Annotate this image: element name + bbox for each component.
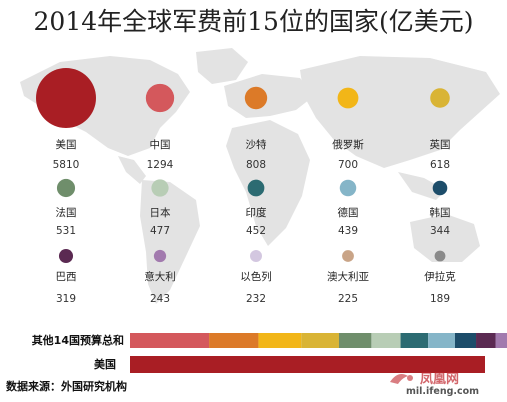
bubble-12 [153, 249, 167, 263]
country-label-14: 澳大利亚 [327, 270, 369, 283]
value-label-7: 477 [150, 225, 170, 237]
comparison-label-us: 美国 [94, 357, 116, 371]
value-label-9: 439 [338, 225, 358, 237]
value-label-1: 5810 [53, 159, 80, 171]
stack-segment-6 [338, 333, 372, 348]
comparison-label-others: 其他14国预算总和 [32, 333, 124, 347]
stack-segment-2 [130, 333, 210, 348]
value-label-12: 243 [150, 293, 170, 305]
bubble-14 [342, 250, 354, 262]
stack-segment-3 [209, 333, 259, 348]
value-label-2: 1294 [147, 159, 174, 171]
bubble-4 [337, 87, 359, 109]
value-label-10: 344 [430, 225, 450, 237]
bubble-3 [244, 86, 268, 110]
country-label-13: 以色列 [240, 270, 272, 283]
value-label-3: 808 [246, 159, 266, 171]
watermark-site: mil.ifeng.com [406, 386, 480, 397]
country-label-15: 伊拉克 [424, 270, 456, 283]
bubble-10 [432, 180, 448, 196]
country-label-11: 巴西 [56, 271, 77, 283]
stack-segment-5 [301, 333, 339, 348]
us-bar [130, 356, 485, 373]
stack-segment-7 [371, 333, 401, 348]
bubble-9 [339, 179, 357, 197]
watermark-bird-icon [390, 374, 413, 384]
bubble-13 [250, 250, 262, 262]
bubble-2 [145, 83, 175, 113]
chart-title: 2014年全球军费前15位的国家(亿美元) [33, 7, 474, 36]
value-label-11: 319 [56, 293, 76, 305]
value-label-15: 189 [430, 293, 450, 305]
bubble-layer [36, 68, 450, 264]
country-label-6: 法国 [56, 206, 77, 219]
country-label-12: 意大利 [144, 270, 176, 283]
data-source-note: 数据来源：外国研究机构 [6, 380, 127, 393]
bubble-5 [430, 88, 450, 108]
country-label-8: 印度 [246, 206, 267, 219]
value-label-14: 225 [338, 293, 358, 305]
country-label-7: 日本 [150, 206, 171, 219]
value-label-4: 700 [338, 159, 358, 171]
bubble-1 [36, 68, 96, 128]
stack-segment-8 [400, 333, 429, 348]
value-label-8: 452 [246, 225, 266, 237]
country-label-1: 美国 [56, 138, 77, 151]
value-label-6: 531 [56, 225, 76, 237]
stack-segment-10 [455, 333, 477, 348]
country-label-5: 英国 [430, 138, 451, 151]
stack-segment-11 [476, 333, 496, 348]
stack-segment-12 [495, 333, 507, 348]
watermark-logo: 凤凰网 mil.ifeng.com [376, 366, 504, 400]
watermark-brand: 凤凰网 [420, 372, 460, 387]
bubble-6 [56, 178, 76, 198]
stack-segment-9 [428, 333, 455, 348]
country-label-4: 俄罗斯 [332, 138, 364, 151]
bubble-8 [247, 179, 265, 197]
country-label-2: 中国 [150, 138, 171, 151]
world-map-background [20, 48, 500, 304]
value-label-5: 618 [430, 159, 450, 171]
bubble-7 [151, 179, 169, 197]
country-label-9: 德国 [338, 206, 359, 219]
stack-segment-4 [258, 333, 302, 348]
value-label-layer: 5810 1294 808 700 618 531 477 452 439 344 319 243 23… [53, 159, 451, 305]
bubble-15 [434, 250, 446, 262]
bubble-11 [58, 248, 74, 264]
value-label-13: 232 [246, 293, 266, 305]
country-label-3: 沙特 [246, 139, 267, 151]
country-label-10: 韩国 [430, 206, 451, 219]
